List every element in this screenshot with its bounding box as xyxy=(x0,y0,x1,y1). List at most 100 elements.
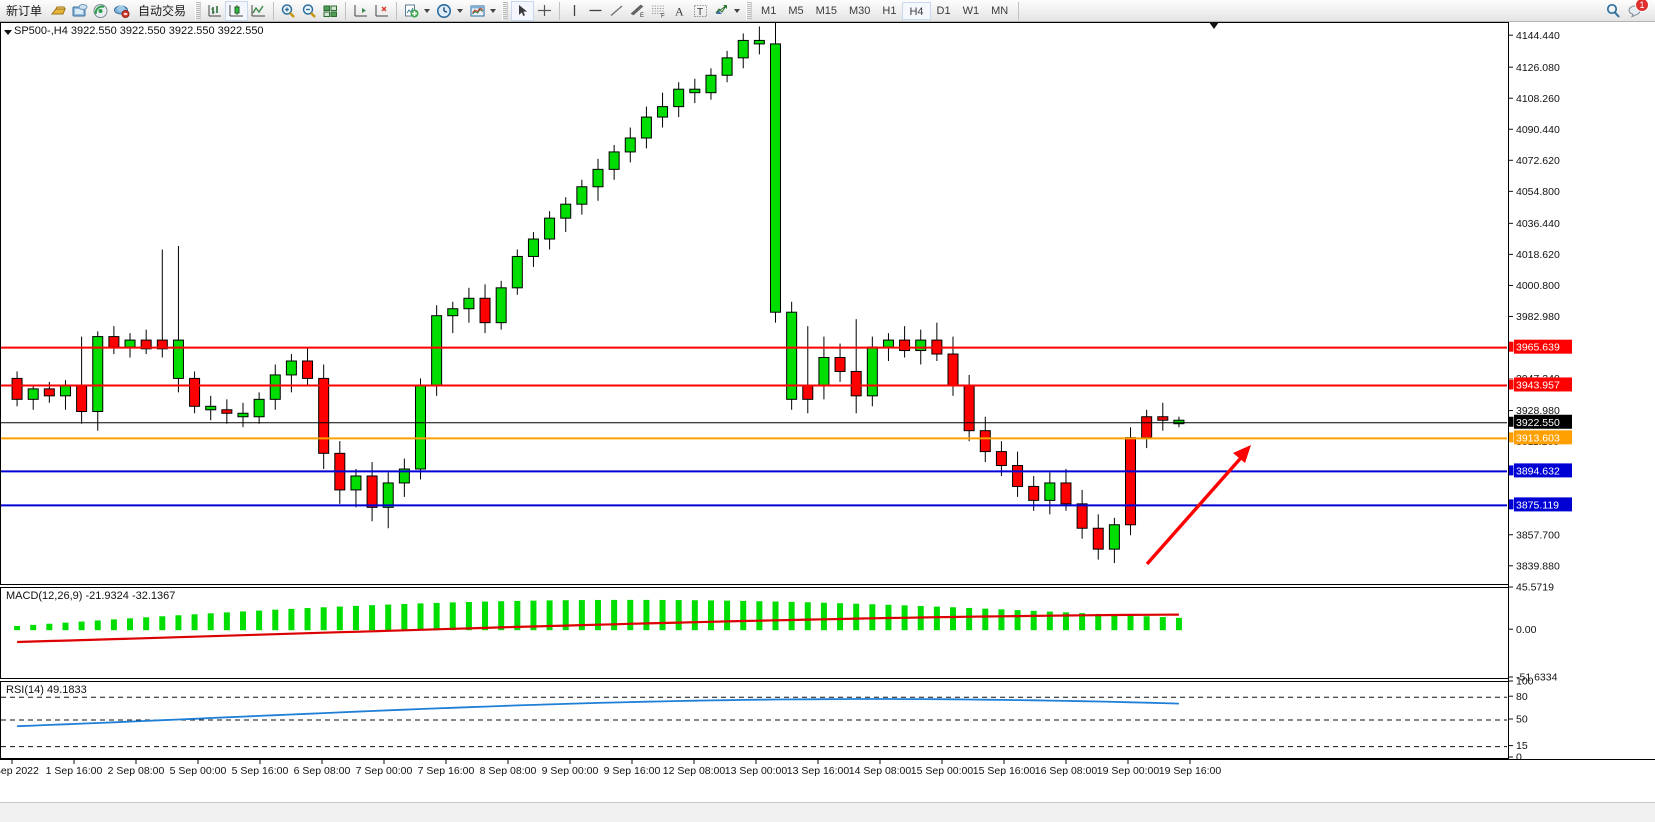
zoom-in-icon[interactable] xyxy=(278,1,299,21)
cloud-terminal-icon[interactable] xyxy=(69,1,90,21)
toolbar-divider-5 xyxy=(1018,1,1020,20)
notification-badge: 1 xyxy=(1635,0,1649,12)
price-scale-svg: 4144.440 4126.080 4108.260 4090.440 4072.620… xyxy=(1509,30,1572,759)
svg-text:3943.957: 3943.957 xyxy=(1516,379,1560,391)
auto-trading-icon[interactable] xyxy=(111,1,132,21)
svg-text:80: 80 xyxy=(1516,691,1528,703)
timeframe-mn[interactable]: MN xyxy=(991,4,1009,17)
price-axis-ticks: 4144.440 4126.080 4108.260 4090.440 4072.620… xyxy=(1509,30,1560,572)
svg-text:12 Sep 08:00: 12 Sep 08:00 xyxy=(663,765,726,777)
timeframe-w1[interactable]: W1 xyxy=(962,4,980,17)
svg-text:4144.440: 4144.440 xyxy=(1516,30,1560,42)
time-scale[interactable]: 1 Sep 2022 1 Sep 16:00 2 Sep 08:00 5 Sep 00… xyxy=(0,759,1655,802)
scroll-end-icon[interactable] xyxy=(371,1,392,21)
svg-text:3894.632: 3894.632 xyxy=(1516,465,1560,477)
rsi-gridlines xyxy=(1,696,1507,748)
svg-text:0: 0 xyxy=(1516,752,1522,759)
svg-text:3922.550: 3922.550 xyxy=(1516,417,1560,429)
bar-chart-icon[interactable] xyxy=(204,1,225,21)
rsi-pane[interactable]: RSI(14) 49.1833 xyxy=(0,681,1508,759)
macd-axis-ticks: 45.5719 0.00 -51.6334 xyxy=(1509,582,1558,684)
chart-menu-caret-icon[interactable] xyxy=(4,30,12,35)
chevron-down-icon[interactable] xyxy=(490,8,497,13)
chart-period-separator-icon xyxy=(1209,22,1219,29)
fibonacci-icon[interactable]: F xyxy=(648,1,669,21)
chart-container[interactable]: SP500-,H4 3922.550 3922.550 3922.550 392… xyxy=(0,22,1655,802)
chevron-down-icon[interactable] xyxy=(457,8,464,13)
chat-icon[interactable]: 1 xyxy=(1625,0,1649,21)
macd-label: MACD(12,26,9) -21.9324 -32.1367 xyxy=(6,590,176,602)
svg-text:16 Sep 08:00: 16 Sep 08:00 xyxy=(1035,765,1098,777)
search-icon[interactable] xyxy=(1603,1,1625,21)
new-order-button[interactable]: 新订单 xyxy=(0,1,48,21)
candlestick-series xyxy=(11,23,1185,564)
svg-text:100: 100 xyxy=(1516,676,1534,688)
svg-text:45.5719: 45.5719 xyxy=(1516,582,1554,594)
timeframe-m30[interactable]: M30 xyxy=(849,4,871,17)
trendline-icon[interactable] xyxy=(606,1,627,21)
svg-text:T: T xyxy=(697,7,703,18)
svg-text:A: A xyxy=(675,4,684,18)
horizontal-level-lines[interactable] xyxy=(1,346,1507,507)
equidistant-channel-icon[interactable]: E xyxy=(627,1,648,21)
toolbar-divider-1 xyxy=(273,1,275,20)
macd-pane[interactable]: MACD(12,26,9) -21.9324 -32.1367 xyxy=(0,587,1508,679)
rsi-line xyxy=(17,698,1179,728)
timeframe-m15[interactable]: M15 xyxy=(815,4,837,17)
line-chart-icon[interactable] xyxy=(248,1,269,21)
svg-text:4036.440: 4036.440 xyxy=(1516,218,1560,230)
svg-text:1 Sep 2022: 1 Sep 2022 xyxy=(0,765,39,777)
data-window-icon[interactable] xyxy=(350,1,371,21)
cursor-arrow-icon[interactable] xyxy=(511,0,535,21)
timeframe-h4[interactable]: H4 xyxy=(902,1,931,20)
price-tag-labels[interactable]: 3965.639 3943.957 3922.550 3913.603 3894.632… xyxy=(1509,339,1572,512)
gold-bar-icon[interactable] xyxy=(48,1,69,21)
svg-text:F: F xyxy=(661,13,665,19)
svg-text:4126.080: 4126.080 xyxy=(1516,62,1560,74)
svg-text:50: 50 xyxy=(1516,714,1528,726)
svg-text:19 Sep 16:00: 19 Sep 16:00 xyxy=(1159,765,1222,777)
objects-list-icon[interactable] xyxy=(711,1,732,21)
timeframe-m1[interactable]: M1 xyxy=(761,4,777,17)
rsi-label: RSI(14) 49.1833 xyxy=(6,684,87,696)
price-pane[interactable] xyxy=(0,22,1508,585)
new-order-label: 新订单 xyxy=(6,4,43,18)
timeframe-d1[interactable]: D1 xyxy=(936,4,951,17)
horizontal-line-icon[interactable] xyxy=(585,1,606,21)
timeframe-m5[interactable]: M5 xyxy=(788,4,804,17)
toolbar-divider-4 xyxy=(559,1,561,20)
toolbar-grip-3[interactable] xyxy=(746,1,753,20)
auto-trading-button[interactable]: 自动交易 xyxy=(132,1,192,21)
candlestick-chart-icon[interactable] xyxy=(225,0,249,21)
chevron-down-icon[interactable] xyxy=(734,8,741,13)
auto-trading-label: 自动交易 xyxy=(138,4,187,18)
vertical-line-icon[interactable] xyxy=(564,1,585,21)
signal-icon[interactable] xyxy=(90,1,111,21)
svg-text:-51.6334: -51.6334 xyxy=(1516,672,1558,684)
toolbar-grip-1[interactable] xyxy=(195,1,202,20)
text-label-icon[interactable]: A xyxy=(669,1,690,21)
crosshair-icon[interactable] xyxy=(534,1,555,21)
svg-text:7 Sep 00:00: 7 Sep 00:00 xyxy=(356,765,413,777)
chart-tile-icon[interactable] xyxy=(320,1,341,21)
svg-text:3857.700: 3857.700 xyxy=(1516,529,1560,541)
svg-text:3928.980: 3928.980 xyxy=(1516,405,1560,417)
indicator-list-icon[interactable] xyxy=(467,1,488,21)
svg-text:0.00: 0.00 xyxy=(1516,624,1537,636)
period-clock-icon[interactable] xyxy=(434,1,455,21)
toolbar-grip-2[interactable] xyxy=(502,1,509,20)
svg-text:9 Sep 16:00: 9 Sep 16:00 xyxy=(604,765,661,777)
chevron-down-icon[interactable] xyxy=(424,8,431,13)
trend-arrow-annotation[interactable] xyxy=(1145,445,1251,566)
price-chart-svg xyxy=(1,23,1507,566)
timeframe-h1[interactable]: H1 xyxy=(882,4,897,17)
svg-text:3875.119: 3875.119 xyxy=(1516,499,1559,511)
price-scale[interactable]: 4144.440 4126.080 4108.260 4090.440 4072.620… xyxy=(1508,22,1572,759)
svg-text:15 Sep 16:00: 15 Sep 16:00 xyxy=(973,765,1036,777)
text-box-icon[interactable]: T xyxy=(690,1,711,21)
time-scale-svg: 1 Sep 2022 1 Sep 16:00 2 Sep 08:00 5 Sep 00… xyxy=(0,760,1222,777)
new-chart-icon[interactable] xyxy=(401,1,422,21)
zoom-out-icon[interactable] xyxy=(299,1,320,21)
svg-text:1 Sep 16:00: 1 Sep 16:00 xyxy=(46,765,103,777)
